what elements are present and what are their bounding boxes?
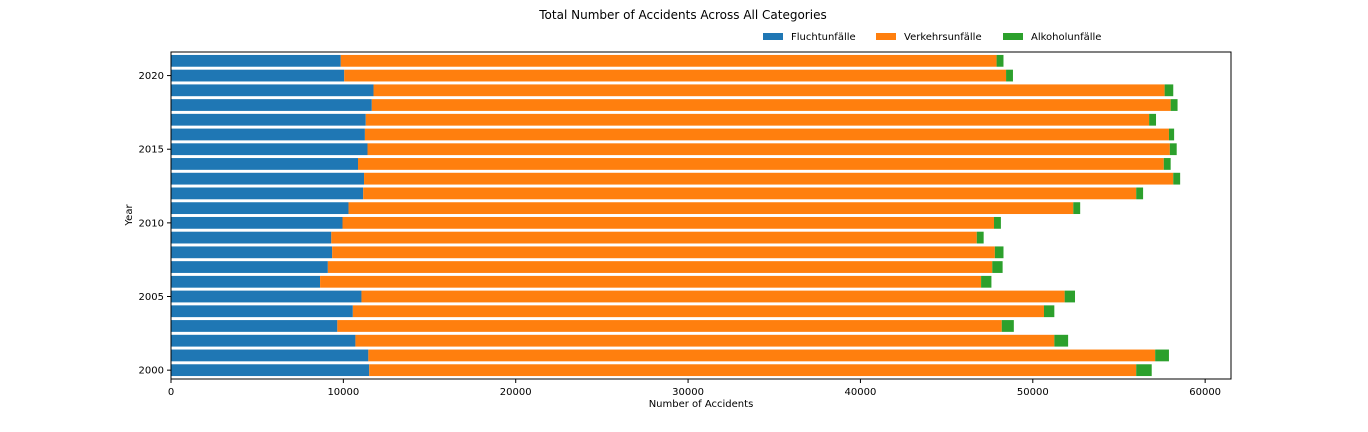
bar-2017-series-0: [171, 113, 366, 126]
legend: Fluchtunfälle Verkehrsunfälle Alkoholunfäl…: [763, 32, 1101, 43]
x-tick-label-60000: 60000: [1189, 387, 1221, 398]
x-tick-label-40000: 40000: [845, 387, 877, 398]
bar-2000-series-2: [1136, 364, 1152, 377]
bar-2007-series-0: [171, 261, 328, 273]
bar-2011-series-2: [1073, 202, 1081, 215]
bar-2002-series-0: [171, 334, 356, 347]
bar-2001-series-1: [368, 349, 1156, 362]
bar-2005-series-0: [171, 290, 362, 303]
bar-2006-series-1: [320, 275, 982, 288]
y-tick-label-2015: 2015: [139, 145, 164, 156]
bar-2020-series-1: [344, 69, 1007, 82]
bars-group: [171, 54, 1181, 377]
x-tick-label-10000: 10000: [327, 387, 359, 398]
bar-2000-series-0: [171, 364, 370, 377]
bar-2016-series-0: [171, 128, 365, 141]
bar-2012-series-1: [363, 187, 1137, 200]
bar-2009-series-0: [171, 231, 332, 244]
bar-2014-series-2: [1163, 158, 1171, 170]
bar-2005-series-2: [1064, 290, 1076, 303]
bar-2010-series-1: [342, 216, 995, 229]
y-axis-label: Year: [124, 204, 135, 227]
legend-swatch-2: [1003, 33, 1023, 40]
bar-2012-series-0: [171, 187, 364, 200]
bar-2006-series-0: [171, 275, 321, 288]
bar-2004-series-2: [1043, 305, 1055, 318]
bar-2020-series-0: [171, 69, 345, 82]
bar-2017-series-1: [365, 113, 1150, 126]
bar-2019-series-2: [1164, 84, 1174, 97]
bar-2008-series-1: [332, 246, 995, 259]
bar-2003-series-1: [337, 320, 1002, 332]
bar-2015-series-2: [1169, 143, 1177, 156]
y-tick-label-2005: 2005: [139, 292, 164, 303]
legend-label-1: Verkehrsunfälle: [904, 32, 982, 43]
bar-2008-series-2: [994, 246, 1004, 259]
x-tick-label-0: 0: [168, 387, 174, 398]
bar-2021-series-2: [996, 54, 1004, 67]
bar-2004-series-1: [352, 305, 1044, 318]
bar-2013-series-0: [171, 172, 365, 185]
bar-2016-series-1: [364, 128, 1169, 141]
legend-swatch-1: [876, 33, 896, 40]
x-tick-label-20000: 20000: [500, 387, 532, 398]
bar-2002-series-1: [355, 334, 1055, 347]
bar-2003-series-2: [1001, 320, 1014, 332]
bar-2009-series-2: [976, 231, 984, 244]
bar-2009-series-1: [331, 231, 977, 244]
bar-2020-series-2: [1006, 69, 1013, 82]
y-tick-label-2000: 2000: [139, 366, 164, 377]
bar-2014-series-0: [171, 158, 359, 170]
y-axis-ticks: 2000 2005 2010 2015 2020: [139, 71, 171, 377]
bar-2021-series-1: [340, 54, 997, 67]
bar-2015-series-1: [367, 143, 1170, 156]
bar-2019-series-0: [171, 84, 374, 97]
bar-2013-series-2: [1173, 172, 1181, 185]
bar-2017-series-2: [1149, 113, 1157, 126]
y-tick-label-2020: 2020: [139, 71, 164, 82]
bar-2021-series-0: [171, 54, 341, 67]
bar-2011-series-0: [171, 202, 349, 215]
bar-2008-series-0: [171, 246, 333, 259]
bar-2000-series-1: [369, 364, 1137, 377]
legend-swatch-0: [763, 33, 783, 40]
legend-label-0: Fluchtunfälle: [791, 32, 856, 43]
plot-frame: [170, 51, 1232, 380]
bar-2018-series-0: [171, 99, 372, 111]
bar-2007-series-2: [992, 261, 1003, 273]
bar-2005-series-1: [361, 290, 1065, 303]
bar-2013-series-1: [364, 172, 1174, 185]
bar-2015-series-0: [171, 143, 368, 156]
bar-2007-series-1: [327, 261, 993, 273]
x-axis-ticks: 0 10000 20000 30000 40000 50000 60000: [168, 379, 1221, 398]
bar-2002-series-2: [1054, 334, 1069, 347]
bar-2018-series-1: [371, 99, 1171, 111]
bar-2011-series-1: [348, 202, 1074, 215]
chart-title: Total Number of Accidents Across All Cat…: [538, 8, 826, 22]
x-tick-label-30000: 30000: [672, 387, 704, 398]
bar-2010-series-0: [171, 216, 343, 229]
bar-2001-series-2: [1155, 349, 1169, 362]
bar-2004-series-0: [171, 305, 353, 318]
bar-2016-series-2: [1168, 128, 1175, 141]
bar-2006-series-2: [981, 275, 992, 288]
bar-2010-series-2: [994, 216, 1001, 229]
bar-2003-series-0: [171, 320, 338, 332]
y-tick-label-2010: 2010: [139, 218, 164, 229]
bar-2001-series-0: [171, 349, 369, 362]
bar-2019-series-1: [373, 84, 1165, 97]
bar-2018-series-2: [1170, 99, 1178, 111]
bar-2012-series-2: [1136, 187, 1144, 200]
x-tick-label-50000: 50000: [1017, 387, 1049, 398]
bar-2014-series-1: [358, 158, 1164, 170]
legend-label-2: Alkoholunfälle: [1031, 32, 1101, 43]
x-axis-label: Number of Accidents: [649, 399, 754, 410]
